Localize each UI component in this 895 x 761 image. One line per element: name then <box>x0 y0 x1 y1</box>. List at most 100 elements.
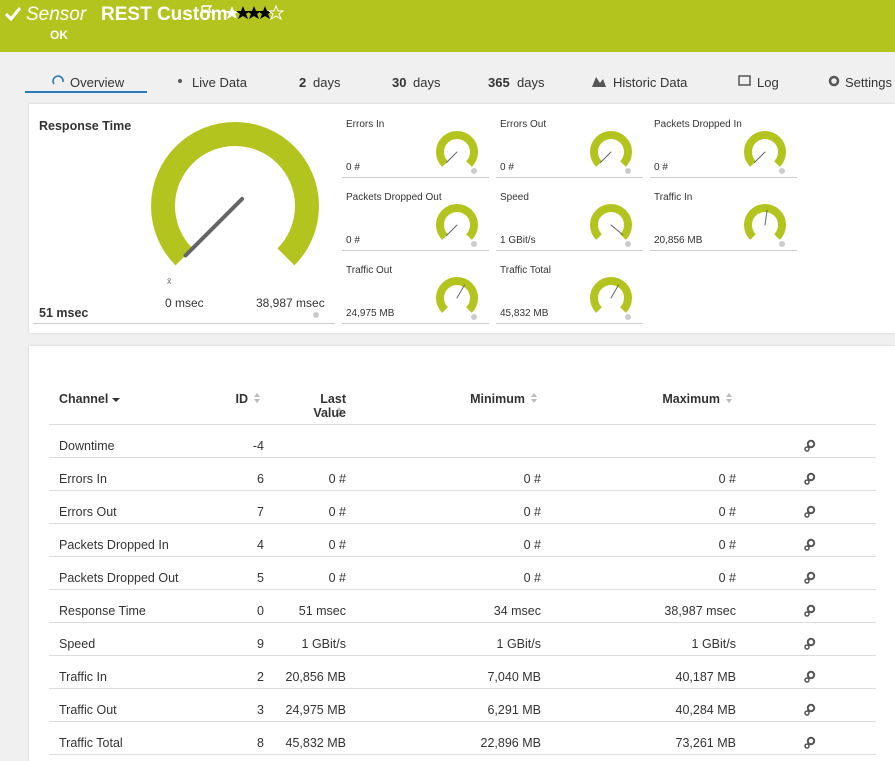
cell-min: 0 # <box>523 538 541 552</box>
gauge-value: 0 # <box>346 235 360 246</box>
gauge-needle <box>456 284 465 299</box>
table-panel <box>29 346 895 761</box>
sort-arrow <box>112 398 120 402</box>
cell-last: 0 # <box>328 505 346 519</box>
row-settings-gear <box>806 604 816 614</box>
gauge-value: 0 # <box>500 162 514 173</box>
row-settings-gear <box>804 611 810 617</box>
cell-last: 0 # <box>328 472 346 486</box>
column-header[interactable]: Minimum <box>470 392 525 406</box>
avg-marker: x̄ <box>167 276 172 286</box>
gauge-title: Speed <box>500 192 529 203</box>
column-header[interactable]: Channel <box>59 392 109 406</box>
row-settings-gear <box>804 446 810 452</box>
cell-max: 0 # <box>718 472 736 486</box>
gauge-needle <box>610 224 623 236</box>
cell-min: 22,896 MB <box>480 736 541 750</box>
cell-channel: Traffic Out <box>59 703 117 717</box>
overview-icon <box>52 75 64 85</box>
tab-label[interactable]: Settings <box>845 75 892 90</box>
tab-label[interactable]: Log <box>757 75 779 90</box>
gauge-value: 20,856 MB <box>654 235 703 246</box>
cell-channel: Packets Dropped In <box>59 538 169 552</box>
gauge-gear <box>471 241 477 247</box>
main-gauge-min: 0 msec <box>165 296 204 310</box>
gauge-gear <box>625 168 631 174</box>
cell-max: 40,284 MB <box>675 703 736 717</box>
header-bar: Sensor REST Custom OK <box>0 0 895 52</box>
log-icon <box>738 75 751 86</box>
sort-toggle <box>726 393 732 403</box>
sensor-prefix: Sensor <box>26 4 87 25</box>
cell-channel: Errors In <box>59 472 107 486</box>
row-settings-gear <box>806 736 816 746</box>
tab-label[interactable]: days <box>413 75 441 90</box>
row-settings-gear <box>806 505 816 515</box>
cell-channel: Packets Dropped Out <box>59 571 179 585</box>
tab-label[interactable]: days <box>517 75 545 90</box>
column-header[interactable]: Last Value <box>313 392 346 420</box>
tab-label[interactable]: Overview <box>70 75 125 90</box>
cell-last: 0 # <box>328 538 346 552</box>
check-icon <box>4 7 22 22</box>
main-gauge-gear <box>313 312 319 318</box>
gauge-title: Packets Dropped Out <box>346 192 442 203</box>
row-settings-gear <box>804 644 810 650</box>
cell-channel: Speed <box>59 637 96 651</box>
cell-min: 0 # <box>523 505 541 519</box>
cell-id: 6 <box>257 472 264 486</box>
sensor-title: REST Custom <box>101 4 228 25</box>
cell-channel: Traffic In <box>59 670 107 684</box>
main-gauge-arc <box>151 122 319 266</box>
cell-min: 7,040 MB <box>487 670 541 684</box>
gauge-value: 45,832 MB <box>500 308 549 319</box>
main-gauge-needle <box>183 196 245 258</box>
row-settings-gear <box>806 472 816 482</box>
gauge-value: 24,975 MB <box>346 308 395 319</box>
cell-channel: Response Time <box>59 604 146 618</box>
cell-channel: Errors Out <box>59 505 117 519</box>
gauge-title: Traffic Total <box>500 265 551 276</box>
gauge-title: Traffic In <box>654 192 693 203</box>
sort-toggle <box>531 393 537 403</box>
gauge-value: 0 # <box>346 162 360 173</box>
flag-and-stars[interactable] <box>200 4 290 20</box>
gauge-value: 0 # <box>654 162 668 173</box>
row-settings-gear <box>804 578 810 584</box>
cell-id: 4 <box>257 538 264 552</box>
tab-number[interactable]: 365 <box>488 75 510 90</box>
tab-label[interactable]: Historic Data <box>613 75 688 90</box>
tab-label[interactable]: days <box>313 75 341 90</box>
cell-min: 0 # <box>523 571 541 585</box>
tab-label[interactable]: Live Data <box>192 75 247 90</box>
gauge-title: Errors Out <box>500 119 547 130</box>
cell-id: 2 <box>257 670 264 684</box>
row-settings-gear <box>804 677 810 683</box>
cell-id: 9 <box>257 637 264 651</box>
cell-min: 0 # <box>523 472 541 486</box>
gauge-gear <box>471 168 477 174</box>
gauge-value: 1 GBit/s <box>500 235 536 246</box>
column-header[interactable]: Maximum <box>662 392 720 406</box>
row-settings-gear <box>806 670 816 680</box>
gauge-arc <box>590 277 632 313</box>
cell-channel: Traffic Total <box>59 736 123 750</box>
cell-channel: Downtime <box>59 439 115 453</box>
cell-last: 45,832 MB <box>285 736 346 750</box>
cell-max: 1 GBit/s <box>691 637 736 651</box>
settings-icon <box>828 75 840 87</box>
cell-last: 1 GBit/s <box>301 637 346 651</box>
cell-min: 1 GBit/s <box>496 637 541 651</box>
tab-number[interactable]: 2 <box>299 75 307 90</box>
cell-max: 73,261 MB <box>675 736 736 750</box>
column-header[interactable]: ID <box>235 392 249 406</box>
gauge-arc <box>744 131 786 167</box>
row-settings-gear <box>806 703 816 713</box>
tab-number[interactable]: 30 <box>392 75 407 90</box>
cell-min: 6,291 MB <box>487 703 541 717</box>
cell-last: 24,975 MB <box>285 703 346 717</box>
row-settings-gear <box>806 571 816 581</box>
main-gauge-max: 38,987 msec <box>256 296 325 310</box>
gauge-needle <box>599 151 612 164</box>
